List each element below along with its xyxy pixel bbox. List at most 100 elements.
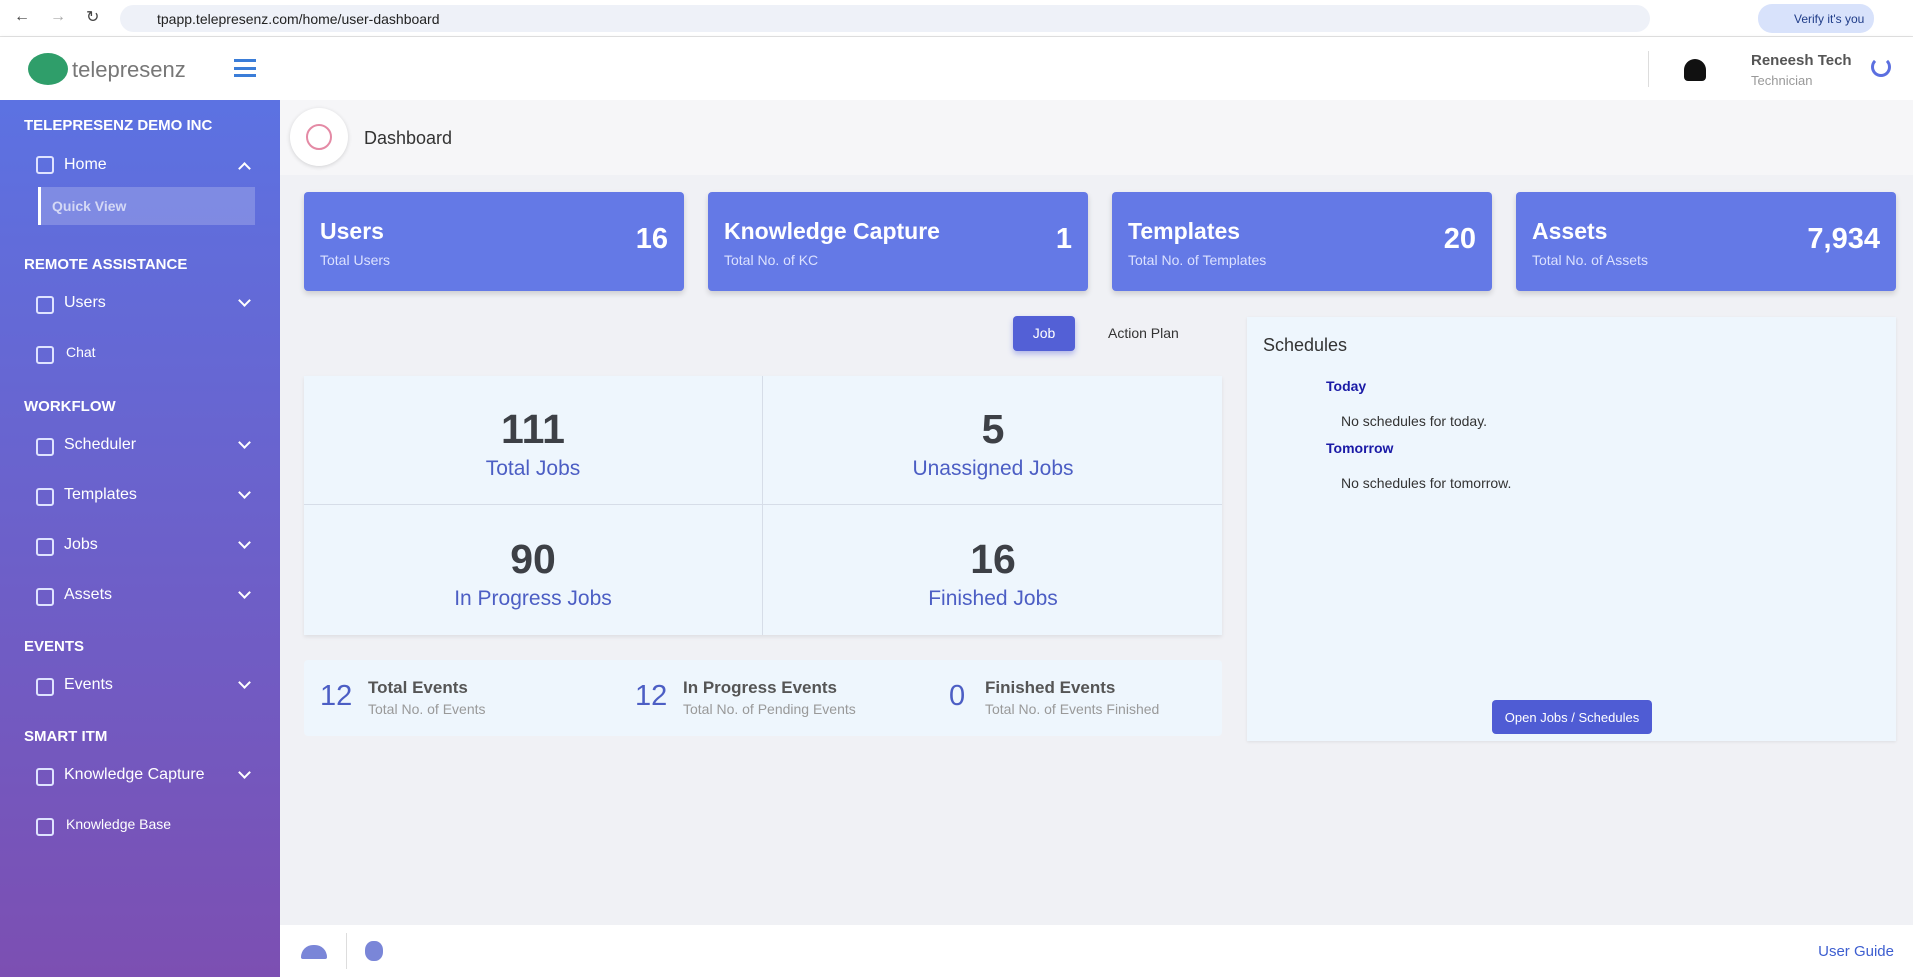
- org-name: TELEPRESENZ DEMO INC: [24, 117, 213, 134]
- job-stat: 16 Finished Jobs: [764, 506, 1222, 635]
- job-count: 16: [970, 536, 1016, 582]
- user-guide-link[interactable]: User Guide: [1818, 943, 1894, 960]
- open-schedules-button[interactable]: Open Jobs / Schedules: [1492, 700, 1652, 734]
- user-avatar[interactable]: [1684, 59, 1706, 81]
- job-stat: 111 Total Jobs: [304, 376, 762, 505]
- verify-button[interactable]: Verify it's you: [1758, 4, 1874, 33]
- nav-item[interactable]: Assets: [64, 586, 113, 603]
- nav-item[interactable]: Templates: [64, 486, 137, 503]
- tab-active[interactable]: Job: [1013, 316, 1075, 351]
- chevron: [238, 486, 251, 499]
- forward[interactable]: →: [50, 8, 66, 25]
- stat-card[interactable]: Users Total Users 16: [304, 192, 684, 291]
- divider: [304, 504, 1222, 505]
- icon: [36, 296, 54, 314]
- divider: [762, 376, 763, 635]
- apple-icon[interactable]: [365, 941, 383, 961]
- divider: [346, 933, 347, 969]
- chevron: [238, 676, 251, 689]
- logo[interactable]: telepresenz: [72, 57, 186, 82]
- icon: [36, 488, 54, 506]
- event-subtitle: Total No. of Events: [368, 701, 486, 717]
- section-title: SMART ITM: [24, 728, 108, 745]
- job-count: 90: [510, 536, 556, 582]
- icon: [36, 346, 54, 364]
- card-title: Users: [320, 218, 384, 244]
- chevron: [238, 586, 251, 599]
- nav-item[interactable]: Scheduler: [64, 436, 137, 453]
- back[interactable]: ←: [14, 8, 30, 25]
- card-subtitle: Total Users: [320, 252, 391, 268]
- page-icon: [290, 108, 348, 166]
- card-title: Assets: [1532, 218, 1608, 244]
- day-heading: Today: [1326, 378, 1367, 394]
- day-heading: Tomorrow: [1326, 440, 1394, 456]
- event-label: Finished Events: [985, 678, 1116, 697]
- icon: [36, 438, 54, 456]
- schedules-panel: Schedules Today No schedules for today. …: [1247, 317, 1896, 741]
- event-subtitle: Total No. of Pending Events: [683, 701, 856, 717]
- stat-card[interactable]: Knowledge Capture Total No. of KC 1: [708, 192, 1088, 291]
- section-title: REMOTE ASSISTANCE: [24, 256, 188, 273]
- job-stat: 5 Unassigned Jobs: [764, 376, 1222, 505]
- nav-item[interactable]: Knowledge Capture: [64, 766, 205, 783]
- icon: [36, 588, 54, 606]
- icon: [36, 678, 54, 696]
- card-title: Knowledge Capture: [724, 218, 940, 244]
- icon: [36, 156, 54, 174]
- page-header: Dashboard: [280, 100, 1913, 175]
- job-label: Total Jobs: [485, 457, 581, 480]
- stat-card[interactable]: Templates Total No. of Templates 20: [1112, 192, 1492, 291]
- job-label: Finished Jobs: [928, 587, 1058, 610]
- android-icon[interactable]: [301, 945, 327, 959]
- chevron: [238, 162, 251, 175]
- job-count: 111: [501, 406, 565, 452]
- browser-bar: ← → ↻ tpapp.telepresenz.com/home/user-da…: [0, 0, 1913, 37]
- event-label: In Progress Events: [683, 678, 838, 697]
- card-value: 7,934: [1807, 223, 1880, 255]
- card-value: 16: [635, 223, 668, 255]
- card-value: 20: [1443, 223, 1476, 255]
- event-count: 12: [635, 680, 668, 712]
- reload[interactable]: ↻: [86, 9, 100, 26]
- schedule-empty: No schedules for tomorrow.: [1341, 475, 1512, 491]
- job-stats: 111 Total Jobs 5 Unassigned Jobs 90 In Progre…: [304, 376, 1222, 635]
- chevron: [238, 436, 251, 449]
- user-name: Reneesh Tech: [1751, 52, 1852, 69]
- card-subtitle: Total No. of Templates: [1128, 252, 1267, 268]
- job-stat: 90 In Progress Jobs: [304, 506, 762, 635]
- logout[interactable]: [1871, 57, 1891, 77]
- nav-item[interactable]: Users: [64, 294, 106, 311]
- header: telepresenz Reneesh Tech Technician: [0, 37, 1913, 100]
- menu-toggle[interactable]: [234, 59, 256, 77]
- event-count: 0: [949, 680, 966, 712]
- job-label: Unassigned Jobs: [912, 457, 1074, 480]
- url-bar[interactable]: tpapp.telepresenz.com/home/user-dashboar…: [120, 5, 1650, 32]
- job-count: 5: [981, 406, 1005, 452]
- icon: [36, 768, 54, 786]
- icon: [36, 818, 54, 836]
- nav-item[interactable]: Home: [64, 156, 107, 173]
- card-subtitle: Total No. of Assets: [1532, 252, 1648, 268]
- nav-item[interactable]: Events: [64, 676, 113, 693]
- stat-card[interactable]: Assets Total No. of Assets 7,934: [1516, 192, 1896, 291]
- card-title: Templates: [1128, 218, 1241, 244]
- section-title: WORKFLOW: [24, 398, 116, 415]
- chevron: [238, 536, 251, 549]
- page-title: Dashboard: [364, 128, 453, 148]
- event-subtitle: Total No. of Events Finished: [985, 701, 1160, 717]
- card-value: 1: [1055, 223, 1072, 255]
- divider: [1648, 51, 1649, 87]
- event-count: 12: [320, 680, 353, 712]
- tab[interactable]: Action Plan: [1108, 325, 1179, 341]
- user-role: Technician: [1751, 73, 1813, 88]
- icon: [36, 538, 54, 556]
- nav-item[interactable]: Knowledge Base: [66, 816, 172, 832]
- nav-item[interactable]: Jobs: [64, 536, 98, 553]
- nav-item[interactable]: Chat: [66, 344, 96, 360]
- nav-subitem[interactable]: Quick View: [52, 198, 127, 214]
- event-label: Total Events: [368, 678, 468, 697]
- panel-title: Schedules: [1263, 335, 1348, 355]
- logo-icon: [28, 53, 68, 85]
- quick-view-box[interactable]: [38, 187, 255, 225]
